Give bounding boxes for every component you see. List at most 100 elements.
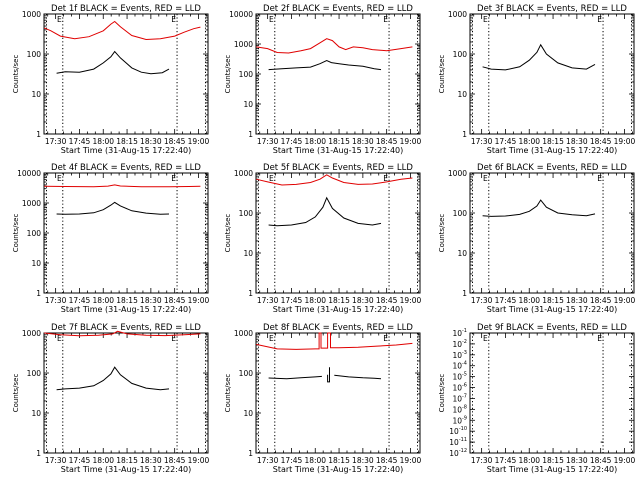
time-marker-label: E	[57, 174, 62, 183]
y-tick-base: 10	[452, 351, 462, 360]
y-tick-label: 10-1	[452, 328, 467, 338]
x-tick-label: 17:45	[495, 296, 517, 305]
y-tick-exponent: -8	[462, 404, 467, 410]
x-tick-label: 18:00	[304, 456, 326, 465]
chart-panel-1: Det 1f BLACK = Events, RED = LLD 17:30 17:…	[12, 4, 210, 155]
x-tick-label: 18:30	[140, 137, 162, 146]
x-tick-label: 17:30	[257, 296, 279, 305]
chart-panel-6: Det 6f BLACK = Events, RED = LLD 17:30 17:…	[438, 163, 636, 314]
chart-panel-9: Det 9f BLACK = Events, RED = LLD 17:30 17:…	[438, 323, 636, 474]
y-axis-label: Counts/sec	[224, 55, 232, 94]
lld-series-line	[256, 174, 413, 186]
y-tick-exponent: -12	[459, 448, 467, 454]
x-axis-label: Start Time (31-Aug-15 17:22:40)	[61, 305, 192, 314]
events-series-line	[327, 367, 330, 383]
plot-frame	[469, 332, 635, 454]
y-tick-label: 1000	[234, 40, 253, 49]
x-tick-label: 18:00	[518, 137, 540, 146]
y-tick-label: 10-9	[452, 415, 467, 425]
x-tick-label: 17:45	[495, 456, 517, 465]
y-tick-label: 10	[31, 259, 41, 268]
x-axis-label: Start Time (31-Aug-15 17:22:40)	[273, 465, 404, 474]
chart-panel-5: Det 5f BLACK = Events, RED = LLD 17:30 17:…	[224, 163, 422, 314]
y-tick-base: 10	[452, 394, 462, 403]
y-tick-base: 10	[452, 373, 462, 382]
y-tick-base: 10	[449, 449, 459, 458]
y-axis-label: Counts/sec	[438, 214, 446, 253]
y-tick-base: 10	[452, 340, 462, 349]
y-tick-label: 10-10	[449, 426, 467, 436]
x-axis-label: Start Time (31-Aug-15 17:22:40)	[487, 305, 618, 314]
x-tick-label: 18:30	[566, 456, 588, 465]
x-tick-label: 17:30	[471, 296, 493, 305]
plot-frame	[255, 13, 421, 135]
y-tick-label: 100	[27, 50, 42, 59]
y-tick-label: 100	[239, 369, 254, 378]
x-axis-label: Start Time (31-Aug-15 17:22:40)	[273, 305, 404, 314]
x-tick-label: 17:30	[257, 137, 279, 146]
events-series-line	[482, 43, 596, 71]
y-tick-base: 10	[452, 416, 462, 425]
y-tick-label: 1000	[22, 199, 41, 208]
y-tick-exponent: -7	[462, 393, 467, 399]
time-marker-label: E	[597, 15, 602, 24]
x-tick-label: 18:45	[376, 456, 398, 465]
chart-panel-3: Det 3f BLACK = Events, RED = LLD 17:30 17:…	[438, 4, 636, 155]
x-tick-label: 18:15	[116, 296, 138, 305]
plot-frame	[43, 172, 209, 294]
x-tick-label: 18:45	[164, 296, 186, 305]
x-tick-label: 19:00	[188, 456, 210, 465]
x-tick-label: 17:30	[257, 456, 279, 465]
y-tick-label: 100	[239, 209, 254, 218]
x-tick-label: 17:45	[69, 137, 91, 146]
y-tick-label: 10	[457, 249, 467, 258]
x-tick-label: 18:30	[566, 296, 588, 305]
x-tick-label: 17:30	[45, 137, 67, 146]
time-marker-label: E	[57, 15, 62, 24]
x-axis-label: Start Time (31-Aug-15 17:22:40)	[487, 146, 618, 155]
y-tick-label: 1	[248, 449, 253, 458]
x-tick-label: 18:15	[328, 456, 350, 465]
time-marker-label: E	[483, 15, 488, 24]
x-tick-label: 17:30	[471, 137, 493, 146]
lld-series-line	[256, 332, 413, 350]
x-tick-label: 18:30	[140, 456, 162, 465]
y-tick-label: 1	[248, 130, 253, 139]
chart-panel-2: Det 2f BLACK = Events, RED = LLD 17:30 17:…	[224, 4, 422, 155]
x-tick-label: 18:45	[590, 296, 612, 305]
lld-series-line	[256, 38, 413, 54]
chart-panel-4: Det 4f BLACK = Events, RED = LLD 17:30 17:…	[12, 163, 210, 314]
y-tick-label: 100	[27, 229, 42, 238]
y-tick-base: 10	[452, 329, 462, 338]
y-tick-label: 1000	[448, 169, 467, 178]
y-tick-label: 1	[248, 289, 253, 298]
time-marker-label: E	[171, 334, 176, 343]
y-tick-label: 1000	[22, 329, 41, 338]
y-axis-label: Counts/sec	[224, 214, 232, 253]
y-tick-label: 10-6	[452, 383, 467, 393]
x-tick-label: 19:00	[400, 456, 422, 465]
y-tick-label: 100	[453, 50, 468, 59]
y-tick-label: 10-2	[452, 339, 467, 349]
x-tick-label: 19:00	[188, 137, 210, 146]
x-tick-label: 18:15	[328, 296, 350, 305]
lld-series-line	[44, 330, 201, 337]
x-axis-label: Start Time (31-Aug-15 17:22:40)	[61, 146, 192, 155]
y-tick-label: 10-11	[449, 437, 467, 447]
x-tick-label: 19:00	[614, 456, 636, 465]
x-tick-label: 18:45	[376, 137, 398, 146]
events-series-line	[334, 374, 382, 380]
time-marker-label: E	[57, 334, 62, 343]
chart-title: Det 5f BLACK = Events, RED = LLD	[263, 163, 413, 173]
x-tick-label: 18:15	[542, 137, 564, 146]
x-tick-label: 18:30	[352, 456, 374, 465]
x-tick-label: 18:15	[328, 137, 350, 146]
plot-frame	[43, 13, 209, 135]
chart-title: Det 7f BLACK = Events, RED = LLD	[51, 323, 201, 333]
plot-frame	[43, 332, 209, 454]
plot-frame	[469, 13, 635, 135]
y-tick-label: 10-4	[452, 361, 467, 371]
y-tick-exponent: -3	[462, 350, 467, 356]
events-series-line	[268, 196, 382, 227]
events-series-line	[268, 375, 322, 380]
